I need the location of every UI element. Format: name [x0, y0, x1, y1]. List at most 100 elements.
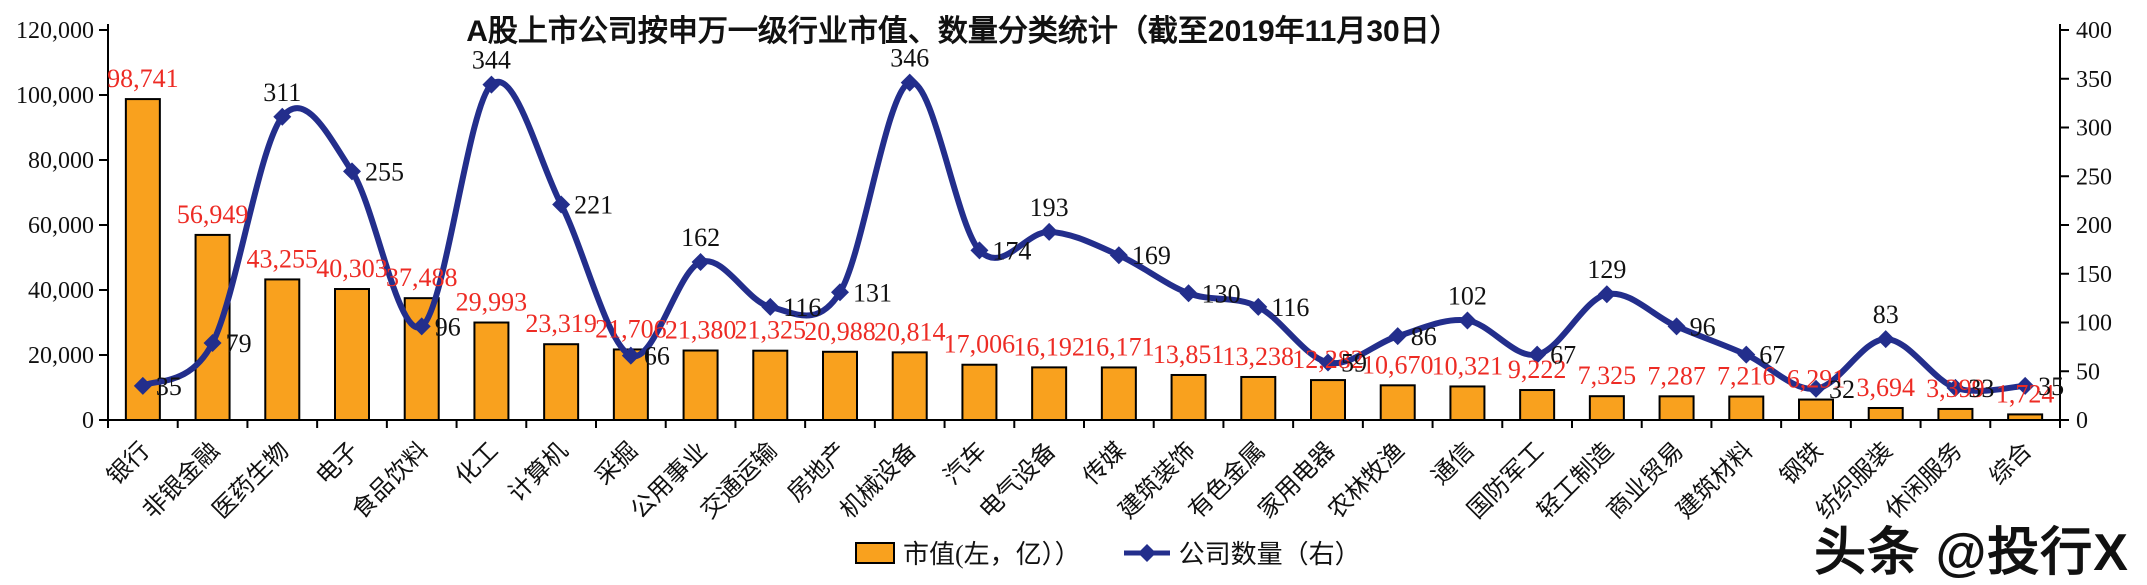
count-label: 344 [472, 46, 511, 75]
y-left-tick-label: 0 [82, 408, 94, 434]
bar [473, 321, 510, 421]
diamond-marker [831, 283, 849, 302]
bar-value-label: 21,380 [665, 316, 737, 345]
bar-value-label: 16,171 [1083, 332, 1155, 361]
y-right-tick-label: 200 [2076, 213, 2112, 239]
diamond-marker [2016, 376, 2035, 395]
bar-value-label: 56,949 [177, 200, 249, 229]
count-label: 35 [156, 372, 182, 401]
line-series-group [133, 73, 2035, 398]
bar [891, 351, 928, 421]
category-label: 商业贸易 [1602, 437, 1689, 524]
category-label: 轻工制造 [1532, 437, 1619, 524]
diamond-marker [412, 317, 431, 336]
diamond-marker [900, 73, 919, 92]
diamond-marker [691, 253, 710, 272]
diamond-marker [1597, 285, 1616, 304]
bar [1170, 373, 1207, 422]
y-right-tick-label: 250 [2076, 164, 2112, 190]
diamond-marker [552, 195, 571, 214]
legend: 市值(左，亿）） 公司数量（右） [855, 534, 1361, 571]
legend-item-bar: 市值(左，亿）） [855, 534, 1081, 571]
bar [264, 278, 301, 422]
bar [822, 350, 858, 421]
count-label: 35 [2038, 372, 2064, 401]
bar-value-label: 1,724 [1996, 379, 2055, 408]
diamond-marker [273, 107, 292, 126]
count-label: 255 [365, 157, 404, 186]
chart-title: A股上市公司按申万一级行业市值、数量分类统计（截至2019年11月30日） [466, 15, 1460, 48]
diamond-marker [343, 162, 361, 181]
count-label: 79 [226, 329, 252, 358]
category-label: 钢铁 [1775, 437, 1828, 490]
count-label: 129 [1587, 255, 1626, 284]
bar [1310, 379, 1346, 421]
diamond-marker [970, 241, 989, 260]
bar [1031, 366, 1068, 422]
category-label: 农林牧渔 [1323, 437, 1410, 524]
count-label: 221 [574, 191, 613, 220]
bar [1240, 375, 1277, 421]
count-label: 67 [1550, 341, 1576, 370]
bar [1379, 384, 1416, 422]
count-label: 162 [681, 223, 720, 252]
bar-value-label: 10,670 [1362, 350, 1434, 379]
bar-value-label: 40,303 [316, 254, 388, 283]
category-label: 国防军工 [1462, 437, 1549, 524]
count-label: 311 [263, 78, 301, 107]
category-label: 非银金融 [138, 437, 225, 524]
bar-value-label: 37,488 [386, 263, 458, 292]
bar-value-label: 20,988 [804, 317, 876, 346]
bar [1449, 385, 1486, 422]
bar-value-label: 17,006 [944, 330, 1016, 359]
bar [1937, 407, 1974, 421]
y-right-tick-label: 300 [2076, 116, 2112, 142]
bar-value-label: 21,706 [595, 314, 667, 343]
category-label: 银行 [102, 437, 155, 490]
bar-value-label: 12,282 [1292, 345, 1364, 374]
count-label: 116 [783, 293, 821, 322]
category-label: 计算机 [503, 437, 573, 507]
legend-line-swatch [1123, 543, 1170, 562]
legend-line-label: 公司数量（右） [1178, 540, 1361, 569]
bar-value-label: 29,993 [456, 288, 528, 317]
diamond-marker [621, 346, 640, 365]
bar-value-label: 7,216 [1717, 362, 1776, 391]
count-label: 59 [1341, 348, 1367, 377]
bar-value-label: 43,255 [247, 244, 319, 273]
category-label: 建筑材料 [1672, 437, 1759, 524]
y-left-tick-label: 100,000 [16, 83, 94, 109]
category-label: 传媒 [1078, 437, 1131, 490]
bar [1658, 395, 1695, 422]
category-label: 机械设备 [835, 437, 922, 524]
count-label: 116 [1271, 293, 1309, 322]
category-label: 化工 [451, 437, 504, 490]
y-left-tick-label: 60,000 [28, 213, 94, 239]
diamond-marker [761, 297, 780, 316]
count-label: 83 [1873, 300, 1899, 329]
bar-value-label: 3,694 [1856, 373, 1915, 402]
y-right-tick-label: 50 [2076, 359, 2100, 385]
bar [543, 343, 580, 422]
bar-value-label: 3,399 [1926, 374, 1985, 403]
y-left-tick-label: 20,000 [28, 343, 94, 369]
category-label: 有色金属 [1184, 437, 1271, 524]
legend-bar-label: 市值(左，亿）） [903, 540, 1081, 569]
bar [334, 288, 370, 422]
diamond-marker [1528, 345, 1547, 364]
count-label: 169 [1132, 241, 1171, 270]
y-right-tick-label: 350 [2076, 67, 2112, 93]
diamond-marker [1737, 345, 1756, 364]
category-label: 采掘 [590, 437, 643, 490]
category-label: 公用事业 [626, 437, 713, 524]
bar [1588, 395, 1625, 422]
count-label: 131 [853, 278, 892, 307]
bar [961, 363, 998, 421]
watermark: 头条 @投行X [1814, 524, 2129, 582]
diamond-marker [482, 75, 501, 94]
count-label: 86 [1411, 322, 1437, 351]
count-label: 102 [1448, 282, 1487, 311]
bar-value-label: 98,741 [107, 64, 179, 93]
diamond-marker [1946, 378, 1965, 397]
bar [124, 98, 161, 422]
